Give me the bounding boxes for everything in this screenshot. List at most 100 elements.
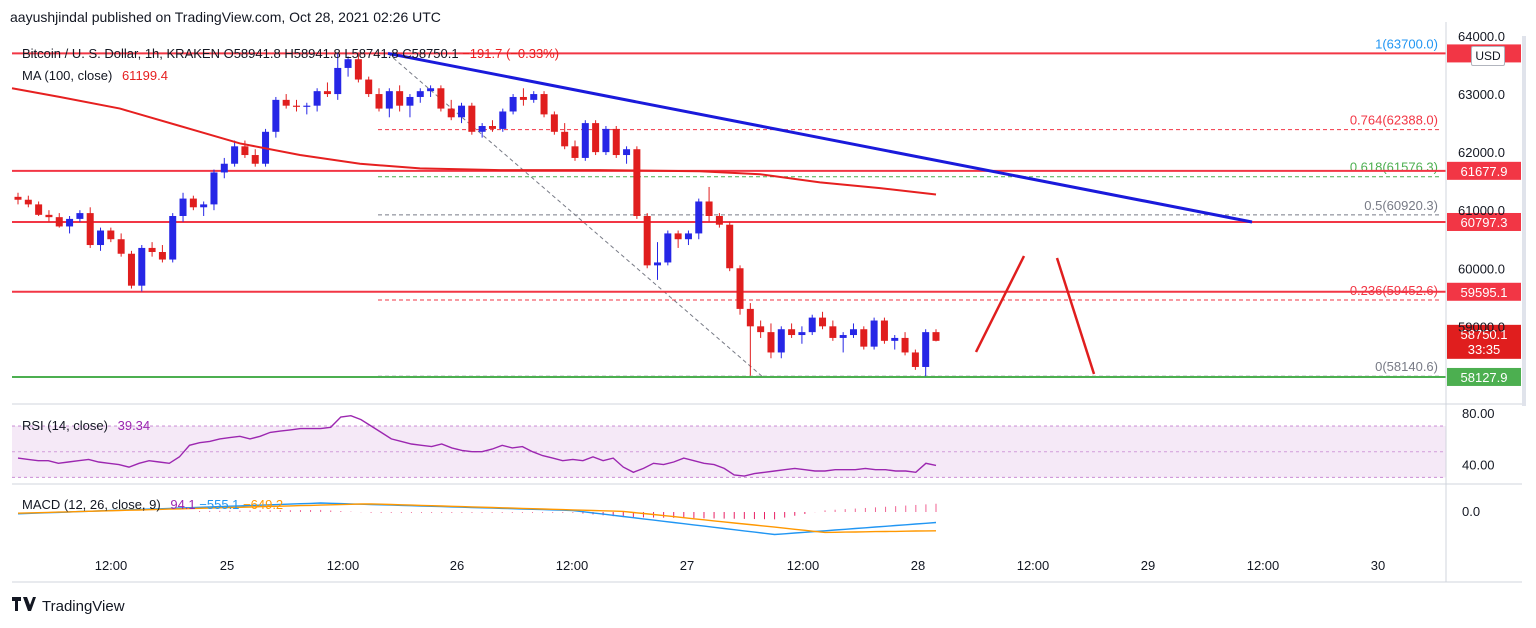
symbol-label: Bitcoin / U. S. Dollar, 1h, KRAKEN [22, 46, 220, 61]
ma-value: 61199.4 [121, 68, 168, 83]
ma-label: MA (100, close) [22, 68, 113, 83]
projection-down-line [1055, 257, 1096, 375]
candle-body [66, 218, 74, 227]
candle-body [798, 332, 806, 336]
fib-retracement: 1(63700.0) 0.764(62388.0) 0.618(61576.3) 0.… [378, 36, 1440, 377]
candle-body [695, 201, 703, 234]
candle-body [829, 326, 837, 338]
y-tick-label: 59000.0 [1458, 319, 1505, 334]
scrollbar [1522, 36, 1526, 406]
candle-body [35, 204, 43, 215]
horizontal-levels: 6...461677.960797.359595.158127.958750.1… [12, 44, 1521, 386]
candle-body [396, 91, 404, 106]
y-tick-label: 62000.0 [1458, 145, 1505, 160]
publisher-header: aayushjindal published on TradingView.co… [10, 9, 441, 25]
x-tick-label: 28 [911, 558, 925, 573]
close-value: C58750.1 [402, 46, 459, 61]
level-price-label: 60797.3 [1461, 215, 1508, 230]
candle-body [870, 320, 878, 347]
candle-body [746, 308, 754, 327]
high-value: H58941.8 [284, 46, 341, 61]
candle-body [643, 216, 651, 266]
candle-body [158, 252, 166, 260]
level-price-label: 59595.1 [1461, 285, 1508, 300]
rsi-tick-label: 80.00 [1462, 406, 1495, 421]
candle-body [303, 105, 311, 107]
candles [14, 53, 940, 377]
candle-body [530, 94, 538, 100]
candle-body [313, 91, 321, 106]
axes: 64000.0 63000.0 62000.0 61000.0 60000.0 59000… [12, 22, 1526, 583]
candle-body [808, 317, 816, 333]
candle-body [715, 216, 723, 225]
macd-signal-value: −649.2 [243, 497, 284, 512]
candle-body [189, 198, 197, 208]
candle-body [684, 233, 692, 240]
candle-body [602, 128, 610, 153]
y-tick-label: 64000.0 [1458, 29, 1505, 44]
candle-body [344, 59, 352, 68]
ma-100-line [11, 87, 937, 196]
candle-body [581, 123, 589, 158]
candle-body [406, 96, 414, 106]
candle-body [14, 196, 22, 200]
candle-body [509, 96, 517, 112]
candle-body [550, 114, 558, 132]
candle-body [107, 230, 115, 240]
candle-body [24, 199, 32, 205]
candle-body [911, 352, 919, 367]
candle-body [788, 329, 796, 336]
candle-body [623, 149, 631, 156]
last-price-tag [1447, 324, 1521, 359]
candle-body [210, 172, 218, 205]
ma-legend: MA (100, close) 61199.4 [22, 68, 168, 83]
macd-signal-line [17, 503, 937, 534]
change-value: −191.7 (−0.33%) [462, 46, 560, 61]
candle-body [674, 233, 682, 240]
candle-body [292, 105, 300, 107]
x-tick-label: 12:00 [1247, 558, 1280, 573]
x-tick-label: 12:00 [1017, 558, 1050, 573]
candle-body [499, 111, 507, 129]
ohlc-legend: Bitcoin / U. S. Dollar, 1h, KRAKEN O5894… [22, 46, 559, 61]
low-value: L58741.8 [344, 46, 399, 61]
level-price-label: 61677.9 [1461, 164, 1508, 179]
candle-body [354, 59, 362, 80]
candle-body [86, 213, 94, 246]
candle-body [334, 67, 342, 95]
candle-body [323, 91, 331, 95]
candle-body [664, 233, 672, 263]
fib-label: 1(63700.0) [1375, 36, 1438, 51]
candle-body [220, 163, 228, 173]
rsi-tick-label: 40.00 [1462, 458, 1495, 473]
projection-up-line [974, 255, 1026, 353]
candle-body [612, 128, 620, 156]
tradingview-logo-icon [12, 596, 36, 616]
descending-trendline [387, 51, 1253, 224]
x-tick-label: 30 [1371, 558, 1385, 573]
macd-tick-label: 0.0 [1462, 504, 1480, 519]
rsi-label: RSI (14, close) [22, 418, 108, 433]
candle-body [592, 123, 600, 153]
candle-body [45, 214, 53, 218]
level-price-tag [1447, 212, 1521, 231]
candle-body [540, 94, 548, 115]
macd-label: MACD (12, 26, close, 9) [22, 497, 161, 512]
x-tick-label: 12:00 [556, 558, 589, 573]
candle-body [231, 146, 239, 164]
x-tick-label: 26 [450, 558, 464, 573]
candle-body [777, 329, 785, 353]
candle-body [169, 216, 177, 260]
candle-body [179, 198, 187, 216]
fib-label: 0.764(62388.0) [1350, 113, 1438, 128]
candle-body [375, 94, 383, 109]
fib-label: 0(58140.6) [1375, 359, 1438, 374]
rsi-pane: 80.00 40.00 [12, 406, 1495, 478]
candle-body [880, 320, 888, 341]
candle-body [705, 201, 713, 216]
candle-body [55, 217, 63, 227]
currency-badge[interactable]: USD [1471, 46, 1505, 66]
macd-pane: 0.0 [17, 502, 1480, 536]
candle-body [200, 204, 208, 208]
